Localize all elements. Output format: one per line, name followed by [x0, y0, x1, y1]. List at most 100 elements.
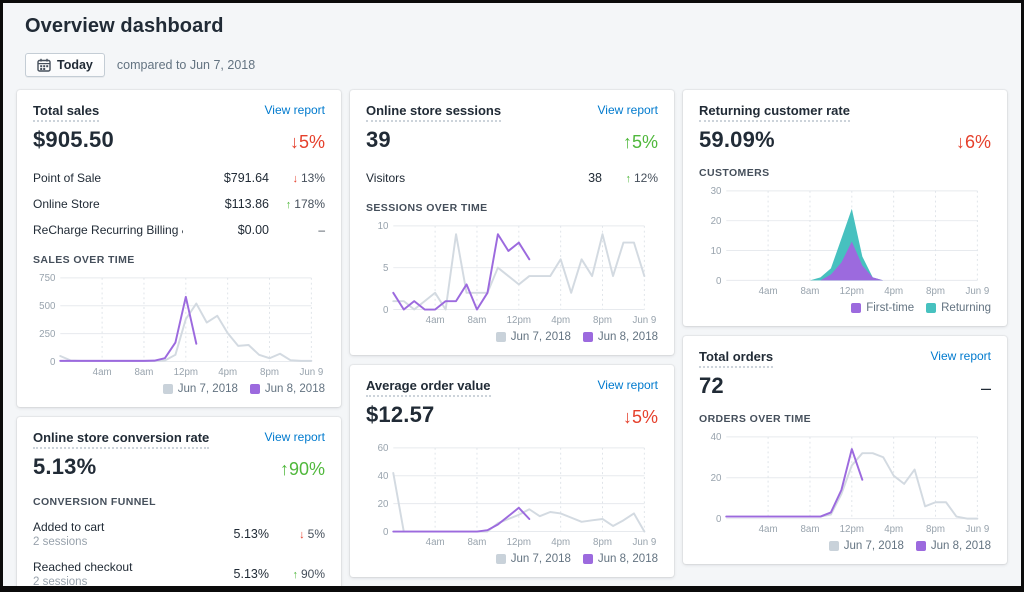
row-value: $113.86: [224, 197, 269, 211]
arrow-down-icon: ↓: [292, 173, 298, 185]
legend-item: Jun 8, 2018: [249, 383, 325, 395]
card-title-sessions[interactable]: Online store sessions: [366, 103, 502, 122]
legend-item: Jun 8, 2018: [915, 539, 991, 552]
svg-text:10: 10: [378, 221, 389, 232]
row-value: 38: [588, 171, 602, 185]
row-change: –: [318, 223, 325, 237]
svg-text:12pm: 12pm: [507, 315, 531, 326]
svg-text:Jun 9: Jun 9: [965, 286, 989, 297]
view-report-link[interactable]: View report: [597, 103, 658, 117]
calendar-icon: [37, 58, 51, 72]
compare-text: compared to Jun 7, 2018: [116, 58, 256, 72]
legend-item: Jun 7, 2018: [495, 331, 571, 343]
card-online-store-sessions: Online store sessions View report 39 ↑5%…: [350, 90, 674, 355]
sessions-over-time-chart: 0 5 10 4am 8am 12pm 4pm 8pm Jun 9: [378, 221, 657, 326]
row-label: Added to cart 2 sessions: [33, 520, 183, 548]
sessions-breakdown: Visitors 38 ↑ 12%: [366, 165, 658, 191]
legend-swatch-icon: [162, 384, 173, 394]
legend-item: Jun 8, 2018: [582, 553, 658, 565]
row-value: $0.00: [237, 223, 269, 237]
legend-label: Jun 7, 2018: [843, 539, 904, 552]
card-returning-customer-rate: Returning customer rate 59.09% ↓6% CUSTO…: [683, 90, 1007, 326]
row-label: Online Store: [33, 197, 100, 211]
legend-item: Jun 7, 2018: [495, 553, 571, 565]
svg-text:8am: 8am: [135, 367, 154, 378]
card-average-order-value: Average order value View report $12.57 ↓…: [350, 365, 674, 577]
view-report-link[interactable]: View report: [264, 103, 325, 117]
legend-label: Jun 8, 2018: [597, 553, 658, 565]
metric-value: $905.50: [33, 127, 114, 152]
svg-text:5: 5: [383, 263, 388, 274]
svg-text:4am: 4am: [426, 537, 445, 548]
card-title-total-orders[interactable]: Total orders: [699, 349, 774, 368]
sales-over-time-chart: 0 250 500 750 4am 8am 12pm 4pm 8pm Jun 9: [39, 273, 323, 378]
svg-text:4pm: 4pm: [551, 315, 570, 326]
view-report-link[interactable]: View report: [264, 430, 325, 444]
legend-label: Jun 8, 2018: [930, 539, 991, 552]
metric-change: ↓5%: [622, 407, 658, 427]
metric-value: 72: [699, 372, 724, 398]
date-range-button[interactable]: Today: [25, 53, 105, 77]
section-label-orders-over-time: ORDERS OVER TIME: [699, 412, 811, 425]
svg-text:4pm: 4pm: [884, 286, 903, 297]
card-total-sales: Total sales View report $905.50 ↓5% Poin…: [17, 90, 341, 407]
conversion-funnel: Added to cart 2 sessions 5.13% ↓ 5% Reache…: [33, 514, 325, 586]
row-value: 5.13%: [233, 527, 269, 541]
legend-label: First-time: [866, 301, 915, 314]
svg-text:40: 40: [378, 471, 389, 482]
svg-text:12pm: 12pm: [840, 524, 864, 535]
breakdown-row: Visitors 38 ↑ 12%: [366, 165, 658, 191]
metric-value: 59.09%: [699, 127, 775, 152]
legend-swatch-icon: [828, 540, 839, 551]
chart-legend: Jun 7, 2018 Jun 8, 2018: [366, 553, 658, 567]
row-change: ↑ 12%: [625, 171, 658, 185]
funnel-row: Added to cart 2 sessions 5.13% ↓ 5%: [33, 514, 325, 554]
row-label: ReCharge Recurring Billing & Subscriptio…: [33, 223, 183, 237]
legend-label: Returning: [941, 301, 991, 314]
section-label-customers: CUSTOMERS: [699, 167, 770, 179]
date-range-label: Today: [57, 58, 93, 72]
view-report-link[interactable]: View report: [597, 378, 658, 392]
legend-swatch-icon: [915, 540, 926, 551]
card-title-total-sales[interactable]: Total sales: [33, 103, 100, 122]
svg-text:750: 750: [39, 273, 56, 284]
arrow-up-icon: ↑: [292, 569, 298, 581]
legend-label: Jun 7, 2018: [510, 331, 571, 343]
chart-legend: Jun 7, 2018 Jun 8, 2018: [699, 540, 991, 554]
legend-swatch-icon: [249, 384, 260, 394]
svg-text:500: 500: [39, 301, 56, 312]
legend-item: First-time: [851, 302, 914, 314]
card-title-returning-customer-rate[interactable]: Returning customer rate: [699, 103, 850, 122]
svg-text:8pm: 8pm: [926, 524, 945, 535]
breakdown-row: Online Store $113.86 ↑ 178%: [33, 191, 325, 217]
legend-swatch-icon: [851, 302, 862, 313]
card-total-orders: Total orders View report 72 – ORDERS OVE…: [683, 335, 1007, 564]
breakdown-row: ReCharge Recurring Billing & Subscriptio…: [33, 217, 325, 243]
svg-text:4am: 4am: [759, 286, 778, 297]
svg-text:4am: 4am: [93, 367, 112, 378]
svg-text:8pm: 8pm: [593, 315, 612, 326]
card-title-average-order-value[interactable]: Average order value: [366, 378, 491, 397]
view-report-link[interactable]: View report: [930, 348, 991, 363]
metric-change: ↑90%: [279, 459, 325, 479]
chart-legend: First-time Returning: [699, 302, 991, 316]
board-column-2: Online store sessions View report 39 ↑5%…: [350, 90, 674, 577]
arrow-up-icon: ↑: [625, 173, 631, 185]
page-title: Overview dashboard: [25, 15, 224, 37]
svg-text:10: 10: [711, 246, 722, 257]
legend-item: Jun 7, 2018: [162, 383, 238, 395]
chart-legend: Jun 7, 2018 Jun 8, 2018: [33, 383, 325, 397]
row-change: ↑ 178%: [285, 197, 325, 211]
legend-label: Jun 7, 2018: [177, 383, 238, 395]
arrow-up-icon: ↑: [285, 199, 292, 211]
svg-text:4pm: 4pm: [884, 524, 903, 535]
svg-text:20: 20: [711, 216, 722, 227]
section-label-sales-over-time: SALES OVER TIME: [33, 254, 135, 266]
svg-text:0: 0: [716, 514, 722, 525]
metric-change: ↑5%: [622, 132, 658, 152]
metric-change: –: [980, 377, 991, 398]
card-title-conversion-rate[interactable]: Online store conversion rate: [33, 430, 210, 449]
metric-value: 39: [366, 127, 391, 152]
metric-change: ↓6%: [955, 132, 991, 152]
